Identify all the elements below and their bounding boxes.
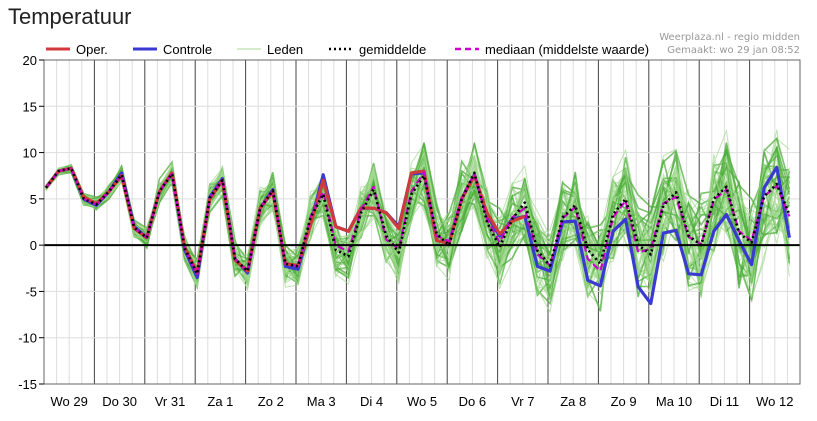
x-tick-label: Za 8	[560, 394, 586, 409]
x-tick-label: Zo 2	[258, 394, 284, 409]
x-tick-label: Ma 10	[656, 394, 692, 409]
legend-label: gemiddelde	[359, 42, 426, 57]
plot-border	[43, 59, 801, 385]
legend-label: Leden	[267, 42, 303, 57]
x-tick-label: Wo 29	[51, 394, 88, 409]
series-line-gemiddelde	[44, 167, 791, 276]
x-tick-label: Do 6	[459, 394, 486, 409]
x-tick-label: Vr 31	[155, 394, 186, 409]
y-tick-label: 10	[23, 146, 37, 161]
x-tick-label: Zo 9	[611, 394, 637, 409]
y-tick-label: -10	[18, 331, 37, 346]
legend-label: Controle	[163, 42, 212, 57]
x-tick-label: Di 11	[710, 394, 739, 409]
y-tick-label: 5	[30, 192, 37, 207]
legend-label: Oper.	[76, 42, 108, 57]
x-tick-label: Ma 3	[307, 394, 336, 409]
page-title: Temperatuur	[8, 4, 132, 29]
chart-axes: 20 15 10 5 0 -5 -10 -15 Wo 29 Do 30 Vr 31 Za 1 Zo 2 M…	[18, 53, 801, 409]
y-tick-label: -5	[25, 284, 37, 299]
x-tick-label: Vr 7	[511, 394, 534, 409]
y-tick-label: 0	[30, 238, 37, 253]
y-tick-label: 20	[23, 53, 37, 68]
x-tick-label: Wo 12	[756, 394, 793, 409]
x-tick-label: Wo 5	[407, 394, 437, 409]
credit-source: Weerplaza.nl - regio midden	[659, 32, 800, 43]
x-tick-label: Do 30	[102, 394, 137, 409]
chart-legend: Oper. Controle Leden gemiddelde mediaan (mid…	[46, 42, 649, 57]
y-tick-label: 15	[23, 99, 37, 114]
legend-label: mediaan (middelste waarde)	[485, 42, 649, 57]
x-tick-label: Za 1	[207, 394, 233, 409]
member-line	[45, 145, 790, 291]
y-tick-label: -15	[18, 377, 37, 392]
credit-created: Gemaakt: wo 29 jan 08:52	[667, 45, 800, 56]
main-series-lines	[44, 165, 791, 306]
x-tick-label: Di 4	[360, 394, 383, 409]
